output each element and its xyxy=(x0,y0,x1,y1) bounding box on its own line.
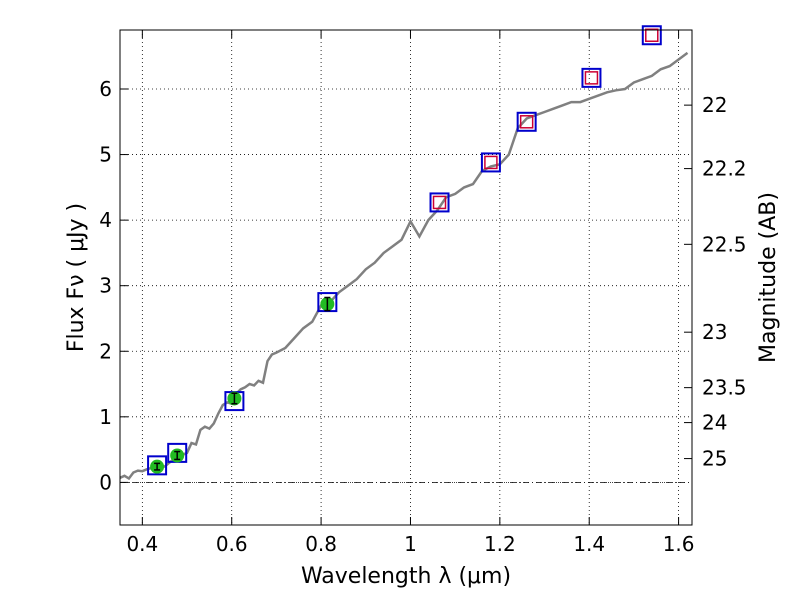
upper-limit-box xyxy=(645,28,659,42)
y-axis-label: Flux Fν ( μJy ) xyxy=(64,203,89,352)
x-tick-label: 1.4 xyxy=(573,532,605,556)
y-tick-label: 0 xyxy=(99,470,112,494)
y-axis-right-label: Magnitude (AB) xyxy=(756,192,781,363)
y-tick-label: 6 xyxy=(99,77,112,101)
right-tick-label: 23.5 xyxy=(702,376,747,400)
x-tick-label: 1.2 xyxy=(484,532,516,556)
upper-limit-box xyxy=(432,195,447,210)
right-tick-label: 22.5 xyxy=(702,232,747,256)
spectrum-line xyxy=(119,51,689,481)
right-tick-label: 24 xyxy=(702,411,727,435)
x-tick-label: 0.4 xyxy=(126,532,158,556)
upper-limit-box xyxy=(484,155,498,170)
x-tick-label: 1.6 xyxy=(663,532,695,556)
model-photometry-box xyxy=(429,192,450,213)
y-tick-label: 3 xyxy=(99,274,112,298)
plot-frame xyxy=(119,29,693,526)
right-tick-label: 25 xyxy=(702,447,727,471)
axis-ticks: 0.4 0.6 0.8 1 1.2 1.4 1.601234562222.222.52323… xyxy=(99,30,747,556)
grid-lines xyxy=(120,30,692,525)
data-marks xyxy=(147,25,662,476)
right-tick-label: 23 xyxy=(702,320,727,344)
x-tick-label: 1 xyxy=(404,532,417,556)
y-tick-label: 1 xyxy=(99,405,112,429)
upper-limit-box xyxy=(584,71,599,85)
y-tick-label: 2 xyxy=(99,339,112,363)
x-tick-label: 0.6 xyxy=(216,532,248,556)
model-photometry-box xyxy=(147,455,168,476)
model-photometry-box xyxy=(581,67,602,88)
x-axis-label: Wavelength λ (μm) xyxy=(301,564,511,589)
x-tick-label: 0.8 xyxy=(305,532,337,556)
model-photometry-box xyxy=(480,152,501,173)
right-tick-label: 22 xyxy=(702,93,727,117)
right-tick-label: 22.2 xyxy=(702,157,747,181)
y-tick-label: 4 xyxy=(99,208,112,232)
model-photometry-box xyxy=(516,111,537,132)
upper-limit-box xyxy=(519,115,534,129)
y-tick-label: 5 xyxy=(99,143,112,167)
model-photometry-box xyxy=(641,25,662,46)
